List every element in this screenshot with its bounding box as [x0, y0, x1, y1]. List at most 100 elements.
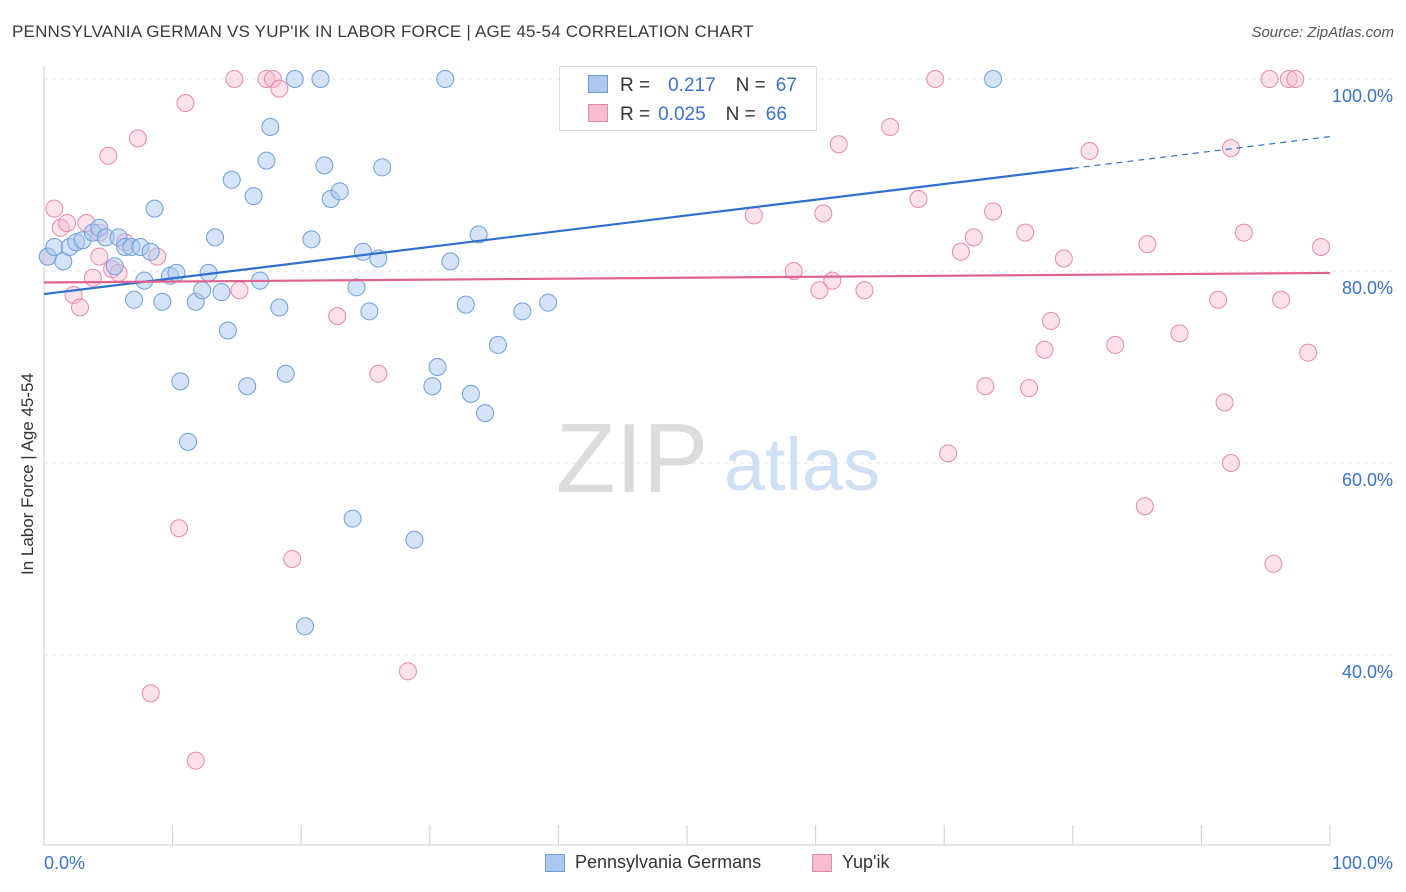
point-pennsylvania-german [105, 257, 124, 276]
point-yupik [1215, 393, 1234, 412]
point-pennsylvania-german [315, 156, 334, 175]
point-pennsylvania-german [373, 158, 392, 177]
point-yupik [257, 70, 276, 88]
legend-label: Pennsylvania Germans [575, 852, 762, 872]
point-yupik [186, 751, 205, 770]
point-yupik [939, 444, 958, 463]
legend-swatch-pink [812, 853, 832, 872]
point-pennsylvania-german [179, 432, 198, 451]
point-yupik [1299, 343, 1318, 362]
point-yupik [1260, 70, 1279, 88]
point-yupik [926, 70, 945, 88]
legend-item-yupik[interactable]: Yup'ik [812, 852, 889, 873]
point-pennsylvania-german [125, 290, 144, 309]
trend-lines [43, 136, 1331, 296]
point-yupik [1035, 340, 1054, 359]
point-pennsylvania-german [311, 70, 330, 88]
y-axis-label: In Labor Force | Age 45-54 [18, 373, 37, 575]
point-yupik [1054, 249, 1073, 268]
legend-row-pink: R = 0.025 N = 66 [620, 101, 787, 129]
point-yupik [744, 206, 763, 225]
point-yupik [1106, 335, 1125, 354]
point-yupik [170, 519, 189, 538]
point-yupik [1170, 324, 1189, 343]
r-label: R = [620, 75, 651, 96]
point-yupik [1080, 142, 1099, 160]
point-yupik [369, 364, 388, 383]
point-yupik [71, 298, 90, 317]
point-pennsylvania-german [360, 302, 379, 321]
r-value: 0.217 [668, 75, 716, 96]
point-yupik [83, 268, 102, 287]
point-pennsylvania-german [513, 302, 532, 321]
legend-swatch-pink [588, 104, 608, 122]
point-pennsylvania-german [212, 283, 231, 302]
point-yupik [128, 129, 147, 148]
point-pennsylvania-german [436, 70, 455, 88]
point-yupik [951, 242, 970, 261]
point-pennsylvania-german [285, 70, 304, 88]
point-yupik [398, 662, 417, 681]
point-yupik [1041, 311, 1060, 330]
point-pennsylvania-german [257, 151, 276, 170]
point-pennsylvania-german [428, 358, 447, 376]
point-yupik [984, 202, 1003, 221]
point-yupik [58, 214, 77, 232]
point-yupik [99, 146, 118, 165]
point-yupik [1311, 238, 1330, 256]
point-pennsylvania-german [441, 252, 460, 271]
y-tick-label: 40.0% [1342, 662, 1393, 682]
point-pennsylvania-german [476, 404, 495, 423]
legend-item-pennsylvania-germans[interactable]: Pennsylvania Germans [545, 852, 761, 873]
point-yupik [263, 70, 282, 88]
point-pennsylvania-german [456, 295, 475, 314]
point-yupik [283, 550, 302, 568]
axes [43, 66, 1331, 846]
series-pennsylvania-germans [38, 70, 1003, 636]
point-pennsylvania-german [461, 384, 480, 403]
point-yupik [45, 199, 64, 218]
point-pennsylvania-german [343, 509, 362, 528]
n-value: 66 [765, 104, 787, 125]
point-yupik [1209, 290, 1228, 309]
point-pennsylvania-german [347, 278, 366, 297]
grid-lines [44, 78, 1392, 656]
point-pennsylvania-german [488, 335, 507, 354]
x-tick-label-max: 100.0% [1332, 853, 1393, 873]
point-yupik [1264, 554, 1283, 573]
point-yupik [1279, 70, 1298, 88]
series-yupik [38, 70, 1330, 770]
stats-legend: R = 0.217 N = 67 R = 0.025 N = 66 [559, 66, 817, 131]
legend-label: Yup'ik [842, 852, 890, 872]
point-pennsylvania-german [141, 242, 160, 261]
trend-line-pennsylvania-germans [43, 167, 1073, 296]
point-pennsylvania-german [261, 118, 280, 136]
point-yupik [328, 307, 347, 326]
n-label: N = [735, 75, 766, 96]
point-pennsylvania-german [423, 377, 442, 396]
point-pennsylvania-german [145, 199, 164, 218]
point-yupik [964, 228, 983, 247]
point-pennsylvania-german [276, 364, 295, 383]
point-pennsylvania-german [539, 293, 558, 312]
watermark: ZIP atlas [556, 403, 880, 513]
trend-line-extension [1072, 136, 1331, 169]
point-yupik [1138, 235, 1157, 254]
point-pennsylvania-german [405, 530, 424, 549]
x-tick-label-min: 0.0% [44, 853, 85, 873]
point-pennsylvania-german [984, 70, 1003, 88]
r-value: 0.025 [658, 104, 706, 125]
y-tick-label: 60.0% [1342, 470, 1393, 490]
point-yupik [823, 271, 842, 290]
point-pennsylvania-german [153, 292, 172, 311]
point-pennsylvania-german [238, 377, 257, 396]
r-label: R = [620, 104, 651, 125]
point-pennsylvania-german [469, 225, 488, 244]
point-pennsylvania-german [270, 298, 289, 317]
point-pennsylvania-german [353, 242, 372, 261]
point-yupik [176, 94, 195, 112]
point-yupik [881, 118, 900, 136]
point-pennsylvania-german [193, 281, 212, 300]
